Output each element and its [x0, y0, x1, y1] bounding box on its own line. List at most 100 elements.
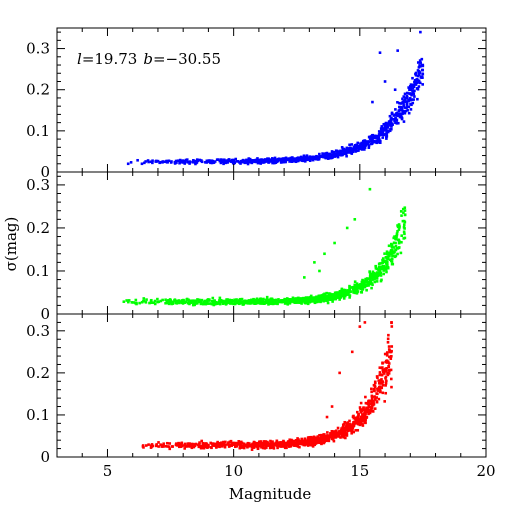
data-point: [352, 424, 356, 427]
data-point: [283, 443, 287, 446]
data-point: [321, 433, 325, 437]
data-point: [195, 302, 199, 305]
data-point: [402, 120, 406, 123]
data-point: [294, 442, 297, 445]
data-point: [241, 160, 244, 164]
data-point: [383, 80, 387, 83]
data-point: [266, 443, 269, 446]
data-point: [339, 429, 343, 432]
data-point: [280, 441, 284, 445]
data-point: [312, 443, 316, 446]
data-point: [388, 350, 392, 354]
data-point: [403, 98, 407, 102]
data-point: [225, 159, 229, 163]
data-point: [267, 303, 270, 306]
data-point: [288, 438, 292, 442]
data-point: [385, 250, 389, 254]
data-point: [371, 278, 374, 281]
data-point: [155, 160, 158, 163]
data-point: [262, 302, 265, 305]
data-point: [383, 264, 386, 268]
data-point: [288, 159, 292, 162]
data-point: [347, 151, 351, 154]
data-point: [330, 297, 334, 301]
data-point: [378, 371, 382, 374]
data-point: [312, 296, 316, 300]
data-point: [191, 160, 195, 164]
data-point: [370, 286, 373, 290]
x-tick-label: 5: [103, 462, 113, 480]
data-point: [400, 234, 403, 237]
data-point: [419, 61, 422, 65]
data-point: [411, 83, 415, 87]
data-point: [387, 120, 391, 124]
data-point: [244, 443, 247, 447]
data-point: [183, 447, 186, 450]
data-point: [346, 426, 350, 429]
data-point: [283, 157, 287, 160]
data-point: [170, 160, 173, 163]
data-point: [223, 301, 226, 305]
data-point: [274, 301, 277, 304]
y-tick-label: 0.1: [26, 262, 50, 280]
data-point: [362, 406, 365, 410]
data-point: [315, 300, 319, 304]
data-point: [273, 159, 276, 162]
data-point: [336, 431, 340, 435]
data-point: [178, 445, 181, 449]
data-point: [264, 442, 267, 446]
data-point: [340, 287, 344, 291]
data-point: [397, 238, 400, 242]
y-tick-label: 0.3: [26, 176, 50, 194]
data-point: [403, 220, 407, 224]
data-point: [305, 154, 309, 157]
data-point: [405, 94, 409, 98]
data-point: [366, 140, 370, 144]
points-middle: [122, 187, 407, 307]
data-point: [398, 226, 401, 229]
data-point: [178, 161, 181, 165]
data-point: [293, 444, 297, 447]
data-point: [342, 297, 346, 300]
data-point: [285, 297, 289, 300]
data-point: [401, 207, 405, 211]
data-point: [360, 286, 364, 289]
data-point: [193, 299, 197, 303]
data-point: [368, 140, 371, 143]
data-point: [397, 241, 401, 245]
data-point: [406, 96, 409, 99]
data-point: [294, 160, 298, 164]
data-point: [220, 441, 223, 444]
data-point: [325, 437, 328, 440]
data-point: [328, 435, 331, 439]
data-point: [390, 262, 394, 266]
data-point: [216, 445, 220, 448]
data-point: [212, 161, 216, 164]
data-point: [362, 414, 365, 417]
data-point: [360, 416, 364, 419]
data-point: [247, 158, 251, 162]
data-point: [292, 159, 296, 163]
data-point: [230, 158, 234, 162]
data-point: [381, 136, 385, 139]
data-point: [420, 57, 424, 61]
data-point: [346, 428, 350, 431]
data-point: [378, 141, 382, 144]
data-point: [205, 159, 209, 163]
data-point: [356, 287, 359, 290]
data-point: [197, 445, 201, 449]
data-point: [355, 149, 359, 152]
data-point: [381, 362, 384, 365]
data-point: [400, 117, 404, 121]
data-point: [162, 442, 165, 446]
data-point: [355, 143, 359, 147]
data-point: [381, 391, 385, 395]
data-point: [394, 254, 398, 258]
data-point: [292, 439, 296, 443]
data-point: [345, 154, 348, 158]
data-point: [342, 426, 346, 430]
data-point: [381, 380, 385, 383]
data-point: [340, 431, 344, 434]
panel-frame: [56, 171, 487, 315]
data-point: [397, 109, 401, 113]
